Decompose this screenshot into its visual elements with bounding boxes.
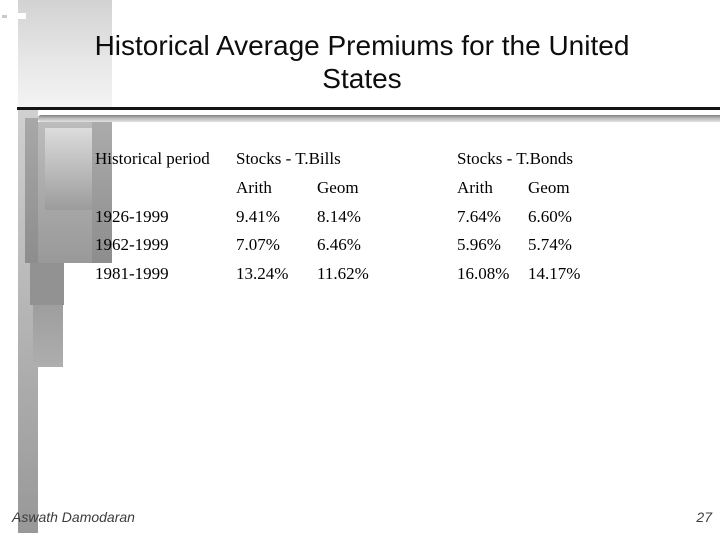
table-header-row: Historical period Stocks - T.Bills Stock…: [0, 144, 720, 173]
decoration-rule-line: [17, 107, 720, 110]
footer-page-number: 27: [696, 509, 712, 525]
decoration-block-right: [92, 122, 112, 263]
row-bonds-arith: 5.96%: [457, 235, 501, 254]
row-bonds-arith: 16.08%: [457, 264, 510, 283]
row-bills-arith: 13.24%: [236, 264, 289, 283]
decoration-left-strip-dark: [25, 118, 38, 263]
row-period: 1926-1999: [95, 207, 169, 226]
subheader-bills-arith: Arith: [236, 178, 272, 197]
group-header-tbonds: Stocks - T.Bonds: [457, 149, 574, 168]
slide-title-line2: States: [322, 63, 402, 94]
slide-title-line1: Historical Average Premiums for the Unit…: [94, 30, 630, 61]
table-row: 1926-1999 9.41% 8.14% 7.64% 6.60%: [0, 202, 720, 231]
row-bonds-arith: 7.64%: [457, 207, 501, 226]
decoration-column-c: [30, 263, 64, 305]
premiums-table: Historical period Stocks - T.Bills Stock…: [0, 144, 720, 288]
decoration-white-notch: [18, 13, 26, 19]
subheader-bonds-geom: Geom: [528, 178, 570, 197]
row-bills-geom: 11.62%: [317, 264, 369, 283]
row-period: 1962-1999: [95, 235, 169, 254]
group-header-tbills: Stocks - T.Bills: [236, 149, 341, 168]
row-bonds-geom: 6.60%: [528, 207, 572, 226]
decoration-column-d: [33, 305, 63, 367]
row-bills-geom: 8.14%: [317, 207, 361, 226]
decoration-corner-mark: [2, 15, 7, 18]
row-bonds-geom: 5.74%: [528, 235, 572, 254]
row-bills-arith: 7.07%: [236, 235, 280, 254]
slide-title: Historical Average Premiums for the Unit…: [40, 29, 684, 95]
decoration-block-inner: [45, 128, 92, 210]
table-subheader-row: Arith Geom Arith Geom: [0, 173, 720, 202]
decoration-gradient-bar: [38, 115, 720, 122]
row-bills-geom: 6.46%: [317, 235, 361, 254]
header-period: Historical period: [95, 149, 210, 168]
row-bonds-geom: 14.17%: [528, 264, 581, 283]
table-row: 1981-1999 13.24% 11.62% 16.08% 14.17%: [0, 259, 720, 288]
decoration-title-band: [18, 0, 112, 110]
subheader-bonds-arith: Arith: [457, 178, 493, 197]
footer-author-name: Aswath Damodaran: [12, 509, 135, 525]
row-period: 1981-1999: [95, 264, 169, 283]
table-row: 1962-1999 7.07% 6.46% 5.96% 5.74%: [0, 230, 720, 259]
row-bills-arith: 9.41%: [236, 207, 280, 226]
subheader-bills-geom: Geom: [317, 178, 359, 197]
